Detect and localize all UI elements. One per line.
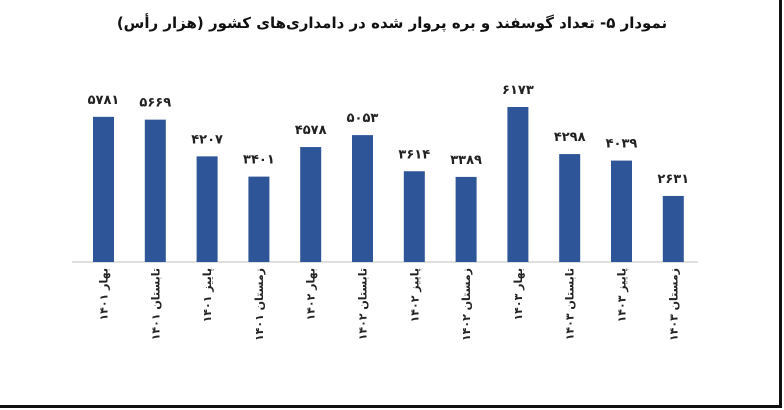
- value-label: ۵۷۸۱: [88, 93, 120, 108]
- bar: [663, 196, 684, 262]
- category-label: بهار ۱۴۰۲: [305, 268, 318, 321]
- value-label: ۳۴۰۱: [243, 153, 275, 168]
- value-label: ۵۶۶۹: [139, 96, 171, 111]
- bar: [93, 117, 114, 262]
- category-label: تابستان ۱۴۰۱: [149, 268, 162, 340]
- category-label: بهار ۱۴۰۱: [98, 268, 111, 321]
- bar: [248, 177, 269, 262]
- bar: [197, 156, 218, 262]
- category-label: بهار ۱۴۰۳: [512, 268, 525, 321]
- bar: [456, 177, 477, 262]
- value-label: ۲۶۳۱: [657, 172, 689, 187]
- value-label: ۶۱۷۳: [502, 83, 534, 98]
- value-label: ۳۳۸۹: [450, 153, 482, 168]
- category-label: پاییز ۱۴۰۳: [616, 268, 629, 322]
- category-label: تابستان ۱۴۰۳: [564, 268, 577, 340]
- bar: [300, 147, 321, 262]
- value-label: ۳۶۱۴: [398, 147, 430, 162]
- category-label: پاییز ۱۴۰۱: [201, 268, 214, 322]
- category-label: زمستان ۱۴۰۱: [253, 268, 266, 341]
- value-label: ۴۰۳۹: [606, 137, 638, 152]
- bar: [559, 154, 580, 262]
- category-label: تابستان ۱۴۰۲: [357, 268, 370, 340]
- category-label: زمستان ۱۴۰۳: [667, 268, 680, 341]
- value-label: ۵۰۵۳: [347, 111, 379, 126]
- bar: [507, 107, 528, 262]
- category-label: پاییز ۱۴۰۲: [408, 268, 421, 322]
- value-label: ۴۵۷۸: [295, 123, 327, 138]
- bar: [404, 171, 425, 262]
- category-label: زمستان ۱۴۰۲: [460, 268, 473, 341]
- bar: [352, 135, 373, 262]
- bar: [145, 120, 166, 262]
- value-label: ۴۲۰۷: [191, 132, 223, 147]
- bar: [611, 161, 632, 262]
- value-label: ۴۲۹۸: [554, 130, 586, 145]
